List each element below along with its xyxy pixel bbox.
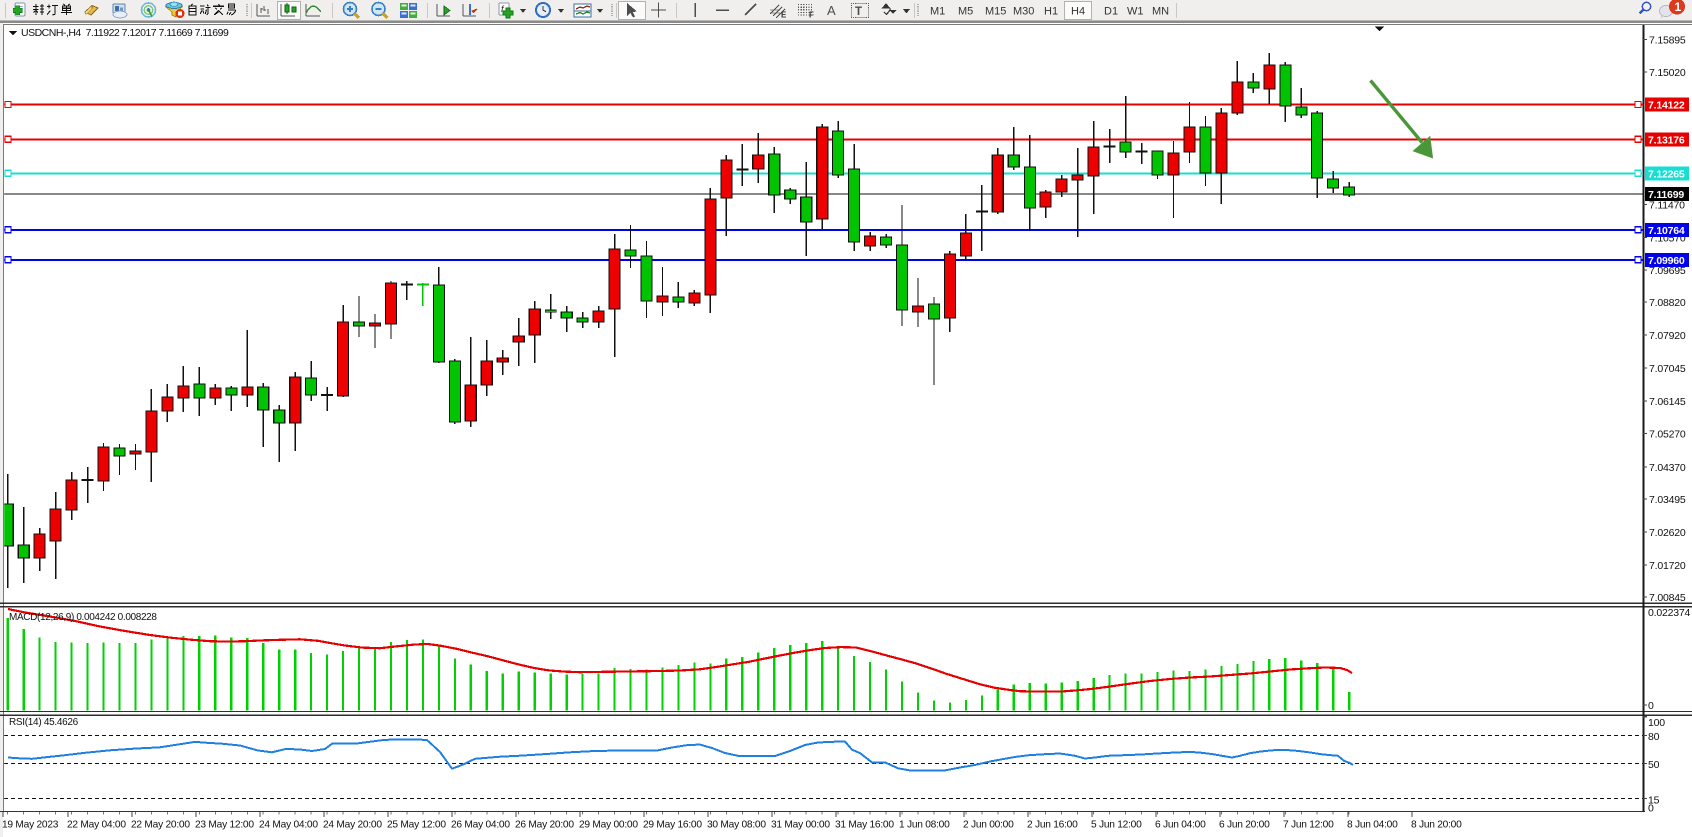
svg-text:30 May 08:00: 30 May 08:00	[707, 820, 766, 831]
svg-text:7.11699: 7.11699	[1648, 189, 1684, 201]
svg-text:8 Jun 04:00: 8 Jun 04:00	[1347, 820, 1398, 831]
svg-text:1 Jun 08:00: 1 Jun 08:00	[899, 820, 950, 831]
svg-text:M1: M1	[930, 6, 945, 18]
svg-text:8 Jun 20:00: 8 Jun 20:00	[1411, 820, 1462, 831]
svg-text:7.07920: 7.07920	[1649, 330, 1686, 342]
svg-text:7.01720: 7.01720	[1649, 560, 1686, 572]
svg-text:2 Jun 00:00: 2 Jun 00:00	[963, 820, 1014, 831]
svg-text:15: 15	[1648, 795, 1660, 807]
svg-text:F: F	[809, 11, 814, 20]
svg-text:7.09960: 7.09960	[1648, 255, 1685, 267]
svg-text:7 Jun 12:00: 7 Jun 12:00	[1283, 820, 1334, 831]
svg-text:D1: D1	[1104, 6, 1118, 18]
svg-text:A: A	[827, 3, 836, 18]
svg-text:2 Jun 16:00: 2 Jun 16:00	[1027, 820, 1078, 831]
svg-text:26 May 04:00: 26 May 04:00	[451, 820, 510, 831]
svg-text:50: 50	[1648, 759, 1660, 771]
svg-text:7.05270: 7.05270	[1649, 429, 1686, 441]
svg-text:0: 0	[1648, 700, 1654, 712]
svg-text:0: 0	[1648, 803, 1654, 815]
svg-text:1: 1	[1675, 0, 1682, 14]
svg-text:0.022374: 0.022374	[1648, 607, 1691, 619]
svg-text:7.04370: 7.04370	[1649, 462, 1686, 474]
svg-text:7.14122: 7.14122	[1648, 100, 1685, 112]
svg-text:M30: M30	[1013, 6, 1034, 18]
svg-text:M5: M5	[958, 6, 973, 18]
svg-text:22 May 20:00: 22 May 20:00	[131, 820, 190, 831]
svg-text:24 May 04:00: 24 May 04:00	[259, 820, 318, 831]
svg-text:7.13176: 7.13176	[1648, 135, 1685, 147]
svg-text:USDCNH-,H4 7.11922 7.12017 7.: USDCNH-,H4 7.11922 7.12017 7.11669 7.116…	[21, 27, 229, 39]
svg-text:26 May 20:00: 26 May 20:00	[515, 820, 574, 831]
svg-text:5 Jun 12:00: 5 Jun 12:00	[1091, 820, 1142, 831]
svg-text:22 May 04:00: 22 May 04:00	[67, 820, 126, 831]
svg-text:RSI(14) 45.4626: RSI(14) 45.4626	[9, 717, 79, 728]
svg-text:80: 80	[1648, 731, 1660, 743]
svg-text:T: T	[855, 6, 862, 18]
svg-text:29 May 00:00: 29 May 00:00	[579, 820, 638, 831]
svg-text:23 May 12:00: 23 May 12:00	[195, 820, 254, 831]
svg-text:31 May 00:00: 31 May 00:00	[771, 820, 830, 831]
svg-text:M15: M15	[985, 6, 1006, 18]
svg-text:7.10764: 7.10764	[1648, 225, 1685, 237]
svg-text:31 May 16:00: 31 May 16:00	[835, 820, 894, 831]
svg-text:24 May 20:00: 24 May 20:00	[323, 820, 382, 831]
svg-text:100: 100	[1648, 717, 1665, 729]
svg-text:f: f	[501, 4, 505, 14]
svg-text:MN: MN	[1152, 6, 1169, 18]
svg-text:6 Jun 04:00: 6 Jun 04:00	[1155, 820, 1206, 831]
svg-text:E: E	[781, 11, 787, 20]
svg-text:7.07045: 7.07045	[1649, 363, 1686, 375]
svg-text:7.11470: 7.11470	[1649, 200, 1685, 212]
svg-text:7.00845: 7.00845	[1649, 592, 1686, 604]
svg-text:H1: H1	[1044, 6, 1058, 18]
svg-text:7.08820: 7.08820	[1649, 297, 1686, 309]
svg-text:7.03495: 7.03495	[1649, 494, 1686, 506]
svg-text:25 May 12:00: 25 May 12:00	[387, 820, 446, 831]
svg-text:H4: H4	[1071, 6, 1085, 18]
svg-text:MACD(12,26,9) 0.004242 0.00822: MACD(12,26,9) 0.004242 0.008228	[9, 612, 157, 623]
svg-text:29 May 16:00: 29 May 16:00	[643, 820, 702, 831]
svg-text:W1: W1	[1127, 6, 1144, 18]
svg-text:7.15895: 7.15895	[1649, 35, 1686, 47]
svg-text:7.09695: 7.09695	[1649, 265, 1686, 277]
svg-text:7.02620: 7.02620	[1649, 527, 1686, 539]
svg-text:19 May 2023: 19 May 2023	[2, 820, 59, 831]
svg-text:6 Jun 20:00: 6 Jun 20:00	[1219, 820, 1270, 831]
svg-text:7.12265: 7.12265	[1648, 169, 1685, 181]
svg-text:7.15020: 7.15020	[1649, 67, 1686, 79]
svg-text:7.06145: 7.06145	[1649, 396, 1686, 408]
